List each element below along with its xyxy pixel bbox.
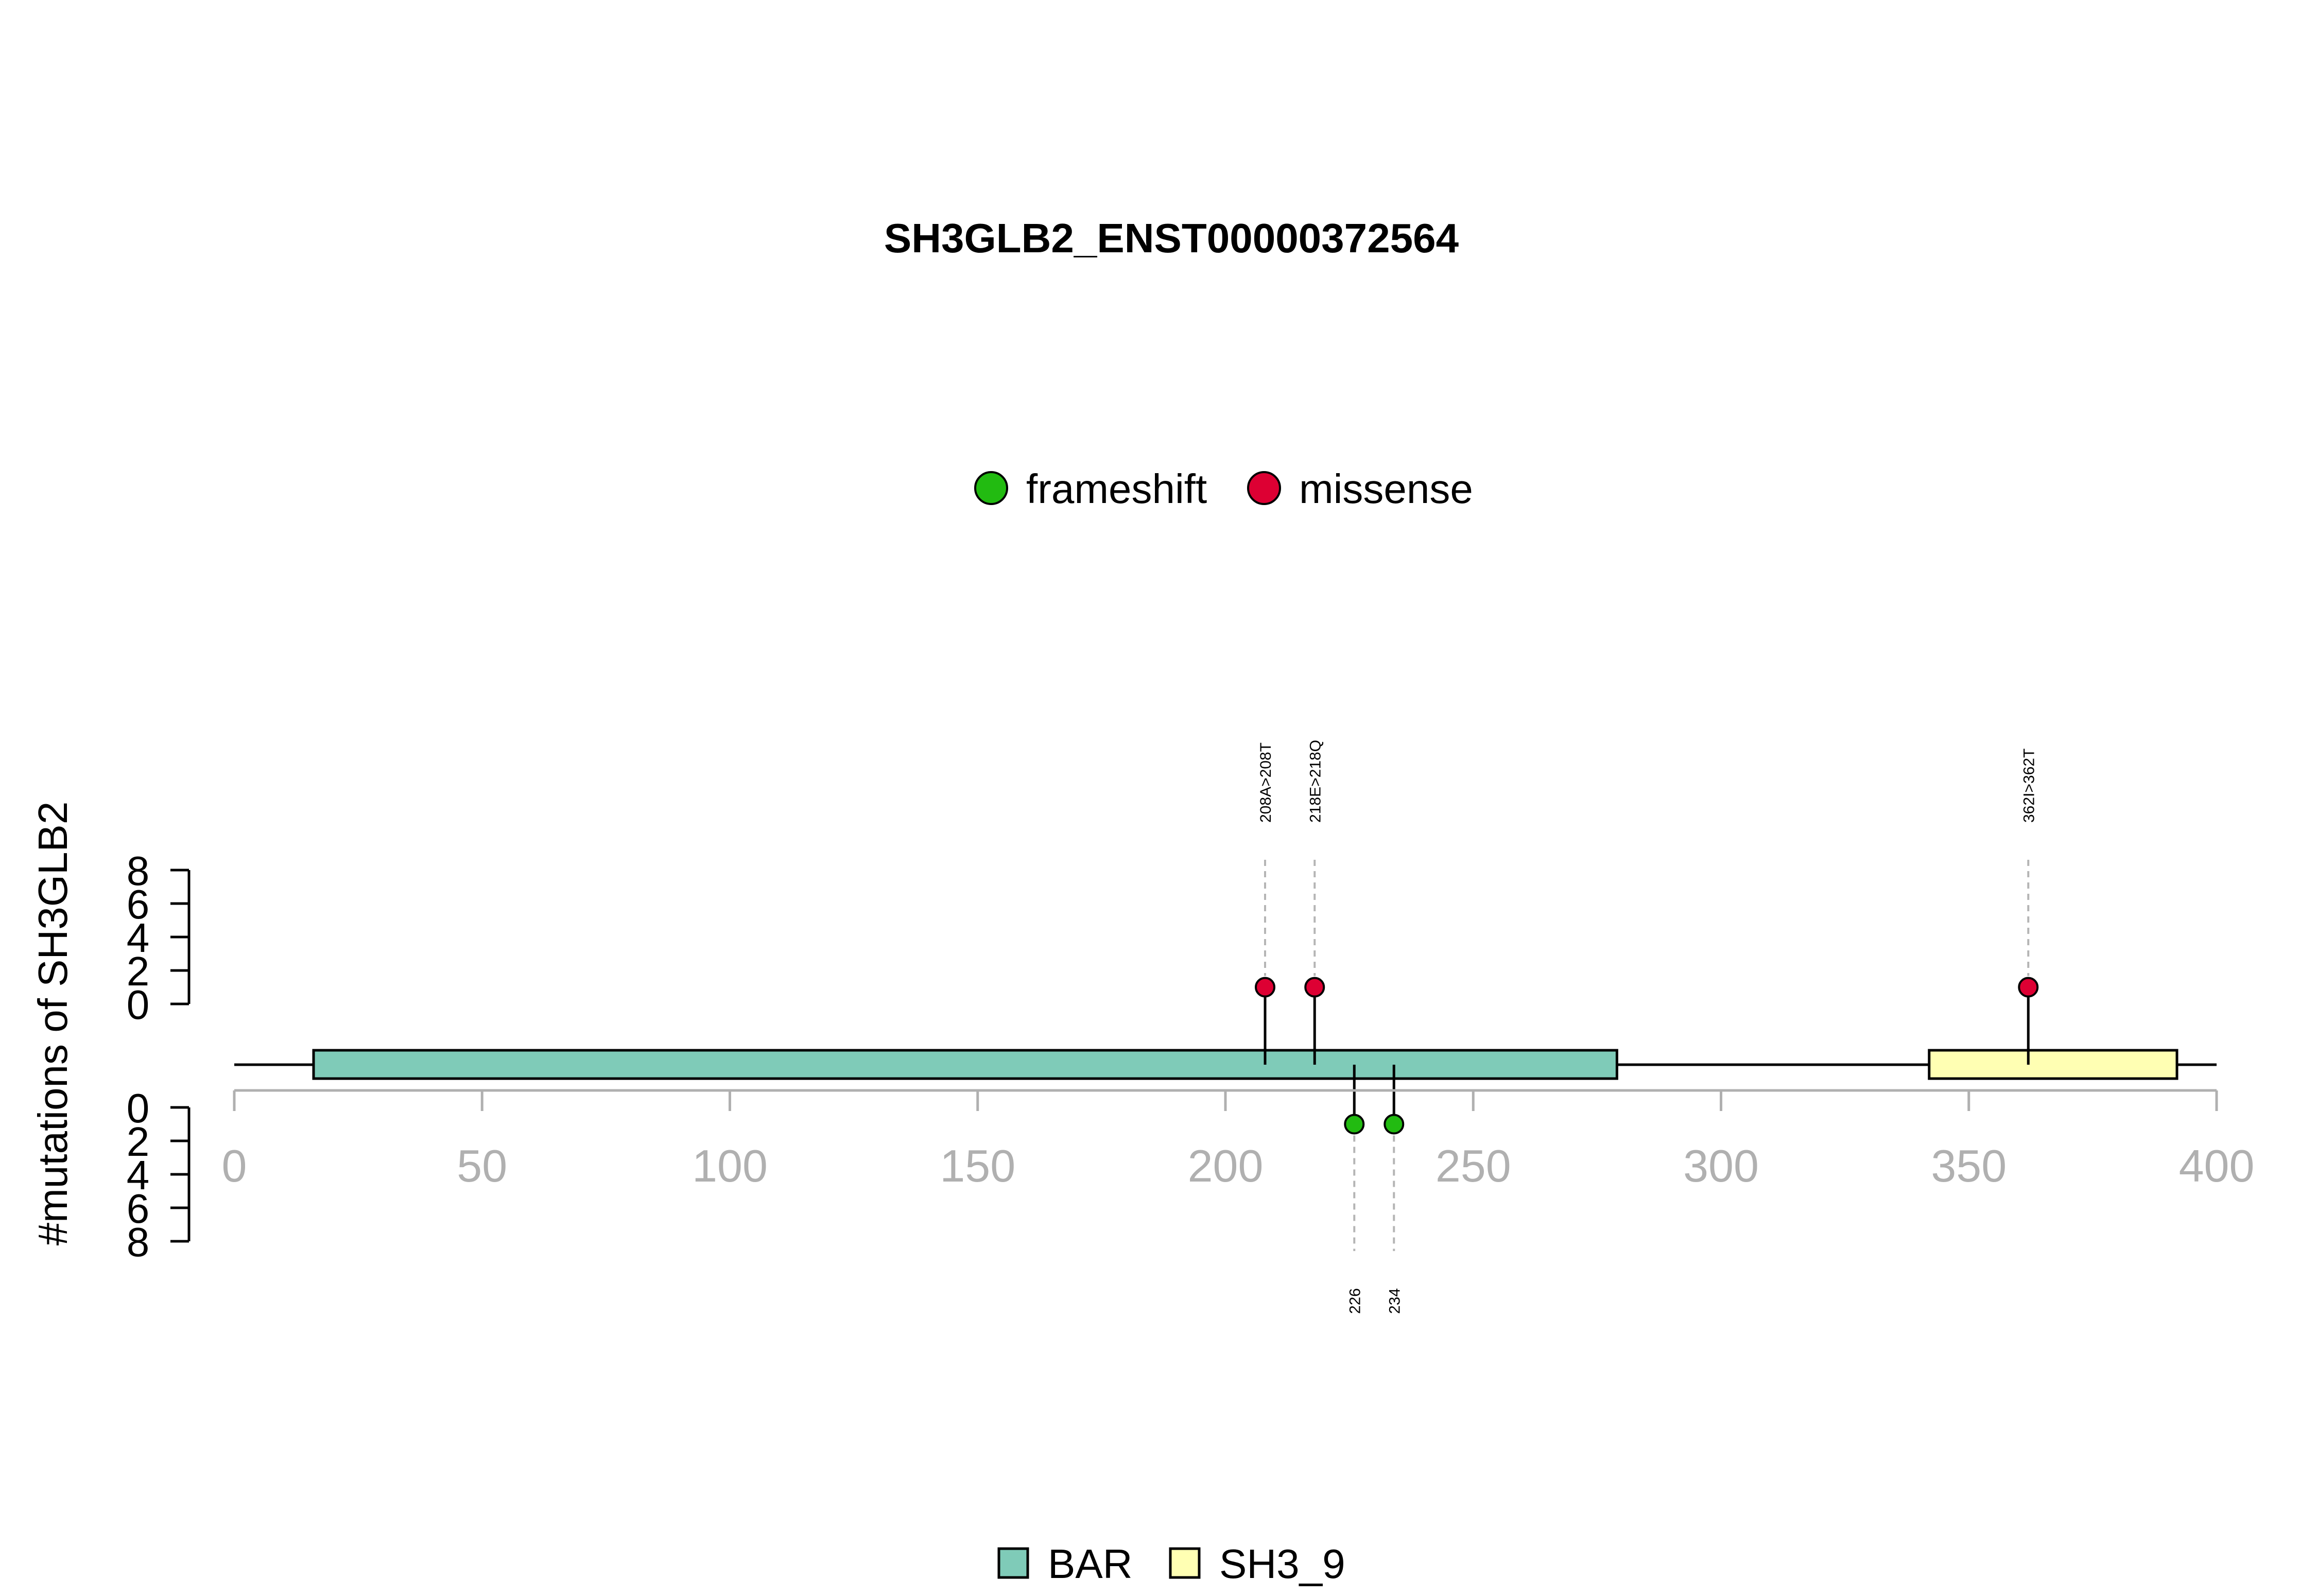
mutations-layer: 208A>208T 218E>218Q 362I>362T 226 234 (1255, 740, 2039, 1314)
domain-legend: BAR SH3_9 (997, 1541, 1345, 1587)
x-axis-tick-label: 150 (940, 1140, 1015, 1191)
mutation-label: 226 (1346, 1288, 1363, 1314)
domain-legend-swatch-BAR (997, 1547, 1029, 1579)
upper-count-tick-label: 0 (127, 982, 150, 1028)
x-axis-tick-label: 250 (1436, 1140, 1511, 1191)
chart-title: SH3GLB2_ENST00000372564 (884, 215, 1459, 261)
domain-legend-label-BAR: BAR (1048, 1541, 1133, 1587)
mutation-type-legend: frameshift missense (974, 466, 1473, 512)
position-axis: 0 50 100 150 200 250 300 350 400 (222, 1089, 2255, 1191)
x-axis-tick-label: 300 (1683, 1140, 1759, 1191)
upper-count-tick-label: 2 (127, 948, 150, 994)
domains-layer (312, 1049, 2178, 1080)
x-axis-tick-label: 350 (1931, 1140, 2007, 1191)
legend-label-missense: missense (1299, 466, 1473, 512)
upper-count-tick-label: 4 (127, 915, 150, 961)
mutation-point-missense (1255, 977, 1275, 998)
x-axis-tick-label: 100 (692, 1140, 768, 1191)
x-axis-tick-label: 50 (457, 1140, 507, 1191)
mutation-point-missense (2018, 977, 2039, 998)
lower-count-tick-label: 8 (127, 1219, 150, 1265)
y-axis-label: #mutations of SH3GLB2 (30, 802, 76, 1246)
mutation-label: 234 (1386, 1288, 1403, 1314)
mutation-label: 362I>362T (2020, 749, 2037, 823)
legend-label-frameshift: frameshift (1026, 466, 1207, 512)
domain-legend-swatch-SH3_9 (1169, 1547, 1201, 1579)
mutation-label: 218E>218Q (1307, 740, 1324, 823)
x-axis-tick-label: 400 (2179, 1140, 2255, 1191)
x-axis-tick-label: 200 (1188, 1140, 1264, 1191)
x-axis-tick-label: 0 (222, 1140, 247, 1191)
legend-marker-missense (1247, 471, 1281, 505)
mutation-point-frameshift (1384, 1114, 1405, 1135)
domain-BAR (312, 1049, 1618, 1080)
legend-marker-frameshift (974, 471, 1008, 505)
mutation-label: 208A>208T (1257, 742, 1274, 823)
upper-count-tick-label: 8 (127, 848, 150, 894)
domain-SH3_9 (1928, 1049, 2178, 1080)
lower-count-tick-label: 0 (127, 1085, 150, 1131)
y-axis-label-group: #mutations of SH3GLB2 (30, 802, 76, 1246)
lower-count-tick-label: 4 (127, 1152, 150, 1198)
upper-count-tick-label: 6 (127, 881, 150, 927)
lower-count-tick-label: 6 (127, 1186, 150, 1231)
lower-count-tick-label: 2 (127, 1119, 150, 1165)
mutation-point-missense (1304, 977, 1325, 998)
mutation-point-frameshift (1344, 1114, 1365, 1135)
domain-legend-label-SH3_9: SH3_9 (1219, 1541, 1345, 1587)
